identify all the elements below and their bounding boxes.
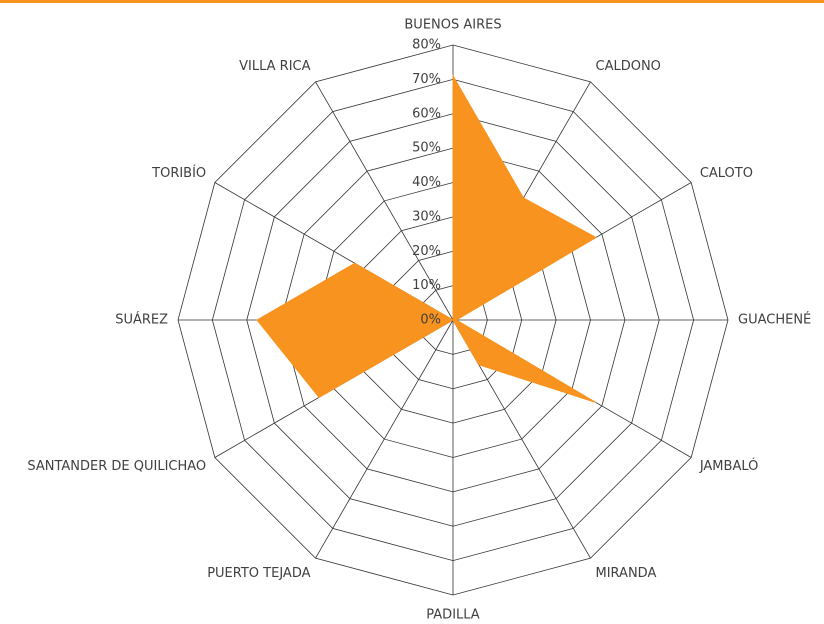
y-tick-label: 80% (412, 38, 441, 53)
category-label: CALDONO (596, 59, 661, 74)
y-tick-label: 20% (412, 244, 441, 259)
category-label: TORIBÍO (151, 165, 206, 181)
category-label: CALOTO (700, 166, 753, 181)
category-label: PADILLA (426, 608, 480, 623)
y-tick-label: 70% (412, 72, 441, 87)
category-label: VILLA RICA (239, 59, 310, 74)
spoke (315, 81, 454, 321)
category-label: PUERTO TEJADA (207, 566, 310, 581)
category-label: SUÁREZ (115, 312, 168, 328)
y-tick-label: 50% (412, 141, 441, 156)
y-tick-label: 30% (412, 209, 441, 224)
category-label: MIRANDA (596, 566, 657, 581)
category-label: SANTANDER DE QUILICHAO (27, 459, 206, 474)
top-border (0, 0, 824, 3)
y-tick-label: 0% (420, 313, 441, 328)
category-label: BUENOS AIRES (404, 18, 501, 33)
category-label: GUACHENÉ (738, 312, 811, 328)
y-tick-label: 40% (412, 175, 441, 190)
data-area (256, 74, 597, 403)
spoke (315, 319, 454, 559)
y-tick-label: 10% (412, 278, 441, 293)
category-label: JAMBALÓ (699, 458, 759, 474)
y-tick-label: 60% (412, 106, 441, 121)
